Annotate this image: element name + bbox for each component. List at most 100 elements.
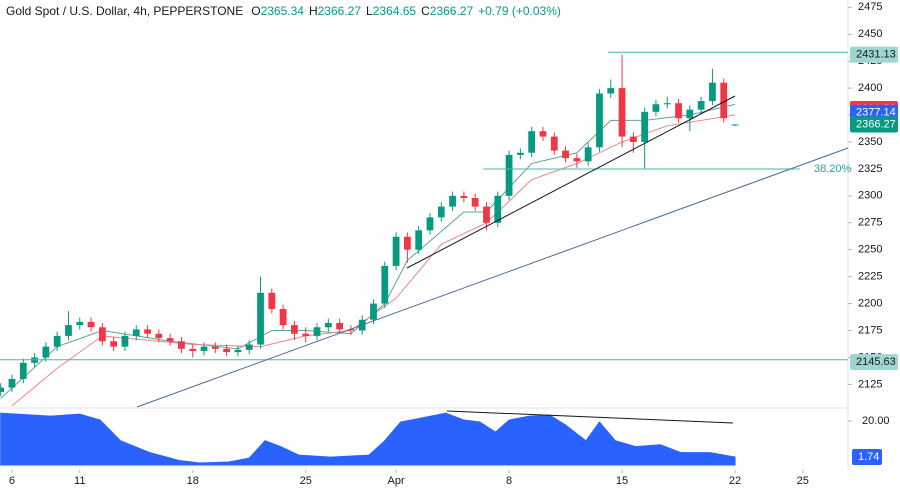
candle-body: [155, 333, 163, 339]
x-tick-label: 6: [9, 475, 15, 487]
ohlc-label: H: [309, 4, 318, 18]
candle-body: [279, 308, 287, 326]
candle-body: [573, 158, 581, 162]
candle-body: [709, 82, 716, 102]
candle-body: [132, 329, 140, 336]
candle-body: [144, 329, 151, 334]
candle-body: [596, 93, 603, 148]
candle-body: [347, 329, 355, 331]
chart-title: Gold Spot / U.S. Dollar, 4h, PEPPERSTONE: [6, 4, 243, 18]
x-tick-label: 22: [729, 475, 741, 487]
candle-body: [291, 325, 298, 334]
candle-body: [189, 348, 197, 351]
candle-body: [404, 236, 411, 250]
candle-body: [53, 335, 61, 347]
candle-body: [42, 346, 50, 358]
candle-body: [516, 152, 524, 155]
trend-line: [406, 95, 736, 269]
y-tick-label: 2350: [858, 136, 882, 148]
divergence-line: [446, 410, 734, 424]
candle-body: [629, 136, 637, 142]
candle-body: [562, 150, 569, 159]
y-tick-label: 2300: [858, 190, 882, 202]
candle-body: [313, 327, 321, 336]
ohlc-value: 2364.65: [373, 4, 417, 18]
ohlc-label: L: [366, 4, 373, 18]
ohlc-value: 2365.34: [261, 4, 305, 18]
candle-body: [641, 111, 649, 142]
candle-body: [528, 131, 536, 153]
candle-body: [392, 236, 400, 266]
ohlc-header: O 2365.34 H 2366.27 L 2364.65 C 2366.27 +0.79 (+…: [251, 4, 561, 18]
ohlc-value: 2366.27: [430, 4, 474, 18]
change: +0.79 (+0.03%): [478, 4, 561, 18]
candle-body: [539, 131, 547, 137]
y-tick-label: 2125: [858, 378, 882, 390]
candle-body: [471, 197, 479, 207]
x-tick-label: 8: [506, 475, 512, 487]
x-tick-label: 25: [797, 475, 809, 487]
candle-body: [618, 88, 626, 137]
candle-body: [550, 136, 558, 151]
candle-body: [178, 341, 185, 349]
candle-body: [505, 154, 513, 196]
y-tick-label: 2250: [858, 244, 882, 256]
candle-body: [675, 103, 682, 119]
candle-body: [166, 338, 174, 342]
candle-body: [663, 103, 671, 105]
y-tick-label: 2475: [858, 1, 882, 13]
candle-body: [200, 346, 208, 351]
candle-body: [697, 101, 705, 110]
candle-body: [336, 322, 343, 330]
x-tick-label: 18: [187, 475, 199, 487]
candle-body: [65, 325, 72, 336]
candle-body: [223, 348, 231, 353]
candle-body: [437, 206, 445, 218]
candle-body: [234, 349, 242, 353]
value-badge-label: 1.74: [858, 451, 879, 463]
x-tick-label: 25: [300, 475, 312, 487]
y-tick-label: 2450: [858, 28, 882, 40]
fib-label: 38.20%: [814, 163, 852, 175]
candle-body: [268, 292, 276, 309]
x-tick-label: Apr: [388, 475, 405, 487]
y-tick-label: 2200: [858, 297, 882, 309]
candle-body: [720, 82, 728, 119]
y-tick-label: 2275: [858, 217, 882, 229]
candle-body: [257, 292, 264, 345]
candle-body: [494, 195, 502, 223]
candle-body: [483, 206, 490, 223]
trend-line: [136, 147, 849, 408]
candle-body: [98, 327, 106, 342]
y-tick-label: 20.00: [862, 415, 890, 427]
ohlc-label: C: [421, 4, 430, 18]
indicator-area: [0, 412, 736, 466]
price-badge-label: 2377.14: [856, 107, 896, 119]
y-tick-label: 2400: [858, 82, 882, 94]
candle-body: [584, 147, 592, 162]
price-badge: [850, 46, 898, 63]
price-badge-label: 2366.27: [856, 118, 896, 130]
candle-body: [19, 362, 27, 379]
ohlc-label: O: [251, 4, 260, 18]
y-tick-label: 2175: [858, 324, 882, 336]
candle-body: [8, 378, 16, 388]
y-tick-label: 2225: [858, 271, 882, 283]
candle-body: [87, 321, 95, 328]
ohlc-value: 2366.27: [318, 4, 362, 18]
candle-body: [426, 217, 434, 231]
candle-body: [324, 322, 332, 328]
candle-body: [211, 346, 219, 349]
candle-body: [0, 387, 5, 392]
candle-body: [449, 195, 456, 207]
candle-body: [302, 333, 310, 336]
y-tick-label: 2325: [858, 163, 882, 175]
candle-body: [76, 321, 84, 326]
moving-average: [11, 114, 736, 407]
candle-body: [731, 124, 739, 126]
x-tick-label: 15: [616, 475, 628, 487]
candle-body: [245, 344, 253, 350]
candle-body: [686, 109, 694, 119]
candle-body: [121, 335, 129, 347]
